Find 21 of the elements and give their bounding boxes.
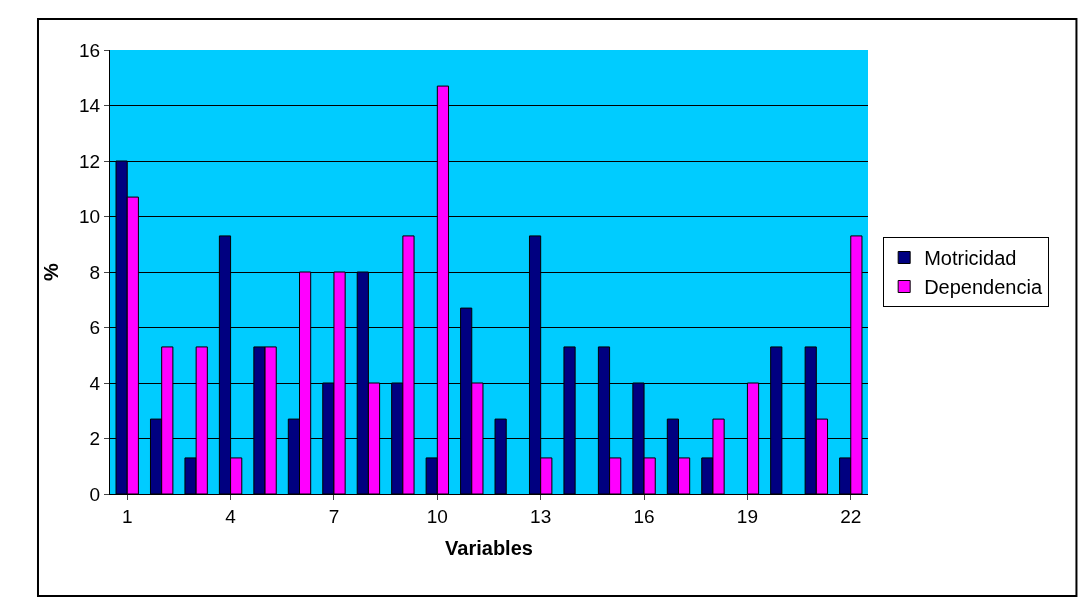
x-tick-label: 1 (121, 505, 133, 527)
y-tick-label: 16 (79, 39, 101, 61)
y-tick-label: 14 (79, 95, 101, 117)
x-tick-label: 16 (633, 505, 655, 527)
x-tick-label: 7 (328, 505, 340, 527)
x-tick-label: 10 (426, 505, 448, 527)
x-axis-title: Variables (445, 537, 533, 560)
y-tick-label: 0 (89, 483, 101, 505)
x-tick-label: 13 (530, 505, 552, 527)
y-tick-label: 10 (79, 206, 101, 228)
y-tick-label: 2 (89, 428, 101, 450)
y-tick-label: 6 (89, 317, 101, 339)
y-tick-label: 12 (79, 150, 101, 172)
y-axis-title: % (39, 262, 62, 281)
x-tick-label: 19 (736, 505, 758, 527)
x-tick-label: 22 (840, 505, 862, 527)
x-tick-label: 4 (225, 505, 237, 527)
y-tick-label: 8 (89, 261, 101, 283)
y-tick-label: 4 (89, 372, 101, 394)
legend-label: Dependencia (924, 276, 1043, 299)
legend-label: Motricidad (924, 247, 1017, 270)
